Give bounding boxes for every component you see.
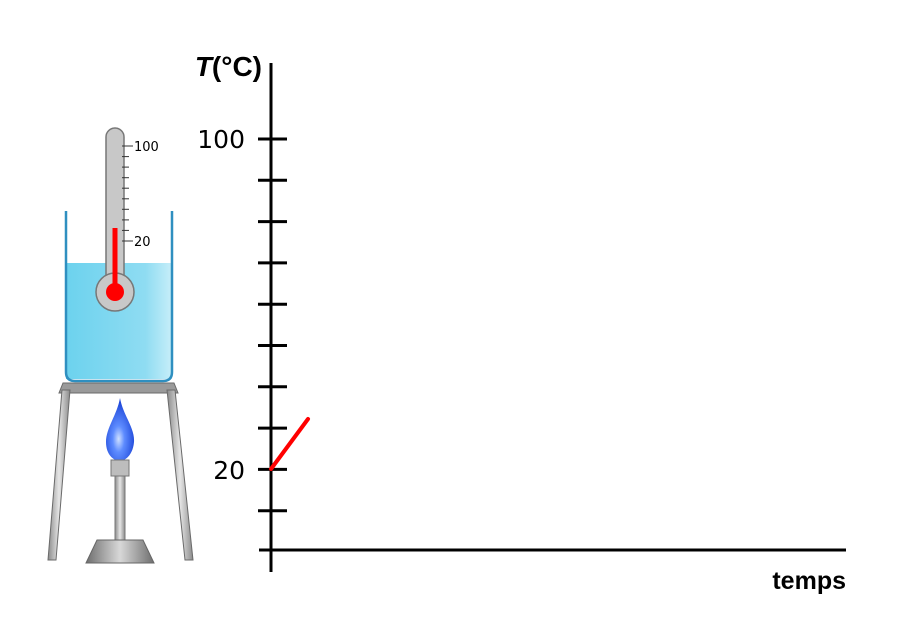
thermometer-bulb (106, 283, 124, 301)
temperature-graph: 100 20 T(°C) temps (195, 51, 846, 595)
y-axis-ticks (258, 137, 287, 513)
thermometer-liquid (112, 228, 118, 290)
tick-label-100: 100 (197, 125, 245, 154)
x-axis-label: temps (772, 567, 846, 595)
thermometer-label-20: 20 (134, 235, 151, 250)
bunsen-burner (85, 398, 155, 564)
y-axis-symbol: T (195, 51, 215, 82)
thermometer-scale (122, 145, 133, 242)
y-axis-unit: (°C) (212, 51, 262, 82)
tripod-stand (47, 382, 194, 561)
thermometer: 100 20 (95, 127, 159, 312)
apparatus: 100 20 (47, 127, 194, 564)
y-axis-label: T(°C) (195, 51, 262, 82)
temperature-curve (269, 417, 310, 471)
thermometer-label-100: 100 (134, 140, 159, 155)
flame-icon (106, 398, 135, 461)
tick-label-20: 20 (213, 456, 245, 485)
